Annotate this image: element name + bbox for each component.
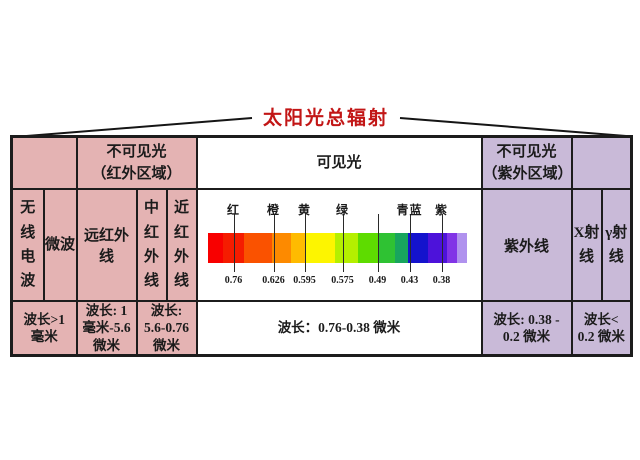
spectrum-block-6 <box>334 233 359 263</box>
spectrum-block-5 <box>306 233 335 263</box>
spectrum-block-13 <box>457 233 468 263</box>
page-title: 太阳光总辐射 <box>262 108 389 129</box>
spectrum-tick <box>342 214 344 272</box>
spectrum-tick-value: 0.626 <box>262 275 285 286</box>
header-infrared: 不可见光 （红外区域） <box>75 135 198 190</box>
spectrum-block-3 <box>272 233 291 263</box>
spectrum-area: 0.76 0.626 0.595 0.575 0.49 0.43 0.38 红 橙 黄 绿 青蓝紫 <box>198 190 481 300</box>
spectrum-tick <box>304 214 306 272</box>
band-xray: X射线 <box>570 188 603 302</box>
header-empty-left <box>10 135 78 190</box>
spectrum-tick-value: 0.43 <box>400 275 419 286</box>
spectrum-block-11 <box>428 233 447 263</box>
spectrum-block-9 <box>394 233 408 263</box>
band-far-infrared: 远红外 线 <box>75 188 138 302</box>
band-mid-infrared: 中红外线 <box>135 188 168 302</box>
wavelength-radio: 波长>1 毫米 <box>10 300 78 357</box>
spectrum-tick-value: 0.575 <box>331 275 354 286</box>
spectrum-block-4 <box>290 233 307 263</box>
band-radio-waves: 无线电波 <box>10 188 45 302</box>
header-visible: 可见光 <box>195 135 483 190</box>
band-microwave: 微波 <box>42 188 78 302</box>
band-near-infrared: 近红外线 <box>165 188 198 302</box>
band-gamma-ray: γ射线 <box>600 188 633 302</box>
spectrum-tick <box>441 214 443 272</box>
spectrum-color-label: 黄 <box>297 203 312 217</box>
spectrum-color-label: 紫 <box>434 203 449 217</box>
spectrum-block-1 <box>223 233 244 263</box>
spectrum-block-10 <box>407 233 429 263</box>
spectrum-tick <box>377 214 379 272</box>
wavelength-xray-gamma: 波长< 0.2 微米 <box>570 300 633 357</box>
visible-spectrum-cell: 0.76 0.626 0.595 0.575 0.49 0.43 0.38 红 橙 黄 绿 青蓝紫 <box>195 188 483 302</box>
spectrum-tick-value: 0.38 <box>432 275 451 286</box>
spectrum-block-7 <box>358 233 380 263</box>
band-ultraviolet: 紫外线 <box>480 188 573 302</box>
spectrum-block-0 <box>207 233 224 263</box>
spectrum-tick-value: 0.49 <box>368 275 387 286</box>
spectrum-color-label: 橙 <box>266 203 281 217</box>
spectrum-tick <box>273 214 275 272</box>
spectrum-color-bar <box>207 233 468 263</box>
spectrum-block-2 <box>243 233 273 263</box>
spectrum-tick-value: 0.76 <box>224 275 243 286</box>
spectrum-tick <box>409 214 411 272</box>
spectrum-block-12 <box>446 233 458 263</box>
wavelength-mid-near-infrared: 波长: 5.6-0.76 微米 <box>135 300 198 357</box>
spectrum-color-label: 绿 <box>335 203 350 217</box>
spectrum-table: 不可见光 （红外区域） 可见光 不可见光 （紫外区域） 无线电波 微波 远红外 … <box>10 135 633 357</box>
spectrum-color-label: 青蓝 <box>396 203 423 217</box>
spectrum-tick <box>233 214 235 272</box>
spectrum-tick-value: 0.595 <box>293 275 316 286</box>
wavelength-visible: 波长：0.76-0.38 微米 <box>195 300 483 357</box>
spectrum-color-label: 红 <box>226 203 241 217</box>
spectrum-block-8 <box>379 233 395 263</box>
wavelength-far-infrared: 波长: 1 毫米-5.6 微米 <box>75 300 138 357</box>
wavelength-ultraviolet: 波长: 0.38 - 0.2 微米 <box>480 300 573 357</box>
header-ultraviolet: 不可见光 （紫外区域） <box>480 135 573 190</box>
header-empty-right <box>570 135 633 190</box>
